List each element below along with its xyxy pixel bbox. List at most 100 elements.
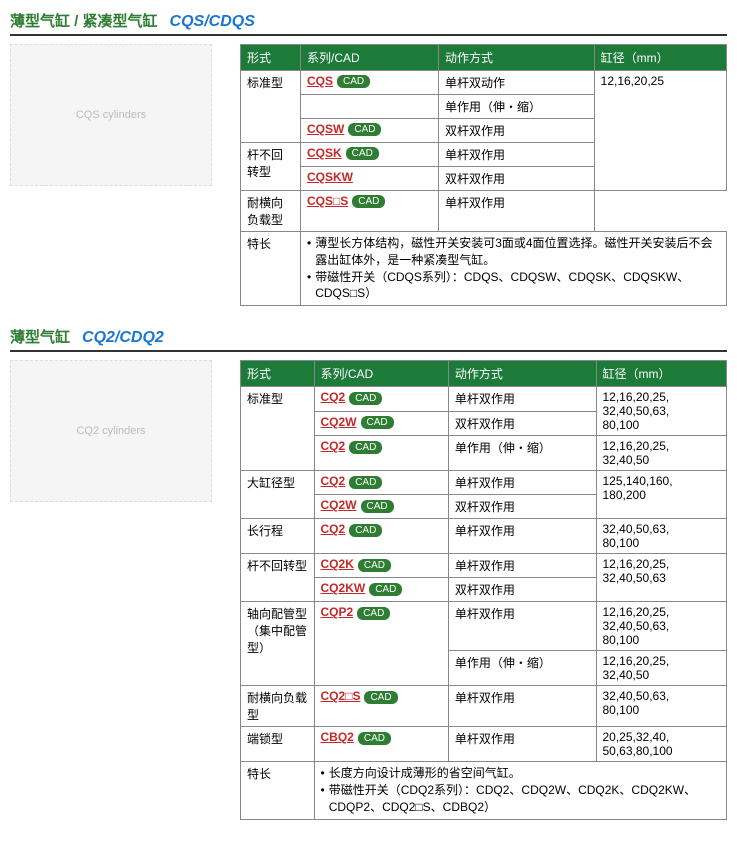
table-row: 标准型CQSCAD单杆双动作12,16,20,25 xyxy=(241,71,727,95)
cell-action: 单杆双作用 xyxy=(448,727,596,762)
feature-item: •带磁性开关（CDQS系列）：CDQS、CDQSW、CDQSK、CDQSKW、C… xyxy=(307,269,720,303)
title-chinese: 薄型气缸 xyxy=(10,329,70,346)
series-link[interactable]: CQ2KW xyxy=(321,581,366,595)
series-link[interactable]: CQ2W xyxy=(321,415,357,429)
series-link[interactable]: CQ2K xyxy=(321,557,354,571)
cell-action: 单杆双作用 xyxy=(448,602,596,651)
features-label: 特长 xyxy=(241,762,315,819)
section-body: CQ2 cylinders形式系列/CAD动作方式缸径（mm）标准型CQ2CAD… xyxy=(10,360,727,819)
features-row: 特长•薄型长方体结构，磁性开关安装可3面或4面位置选择。磁性开关安装后不会露出缸… xyxy=(241,232,727,306)
table-header-row: 形式系列/CAD动作方式缸径（mm） xyxy=(241,361,727,387)
cell-action: 双杆双作用 xyxy=(448,495,596,519)
cell-series: CQS CAD xyxy=(301,71,439,95)
series-link[interactable]: CQP2 xyxy=(321,605,354,619)
feature-item: •长度方向设计成薄形的省空间气缸。 xyxy=(321,765,720,782)
cell-series: CQS□S CAD xyxy=(301,191,439,232)
cell-series: CQSK CAD xyxy=(301,143,439,167)
cell-action: 双杆双作用 xyxy=(448,411,596,436)
bullet-icon: • xyxy=(321,782,325,799)
bullet-icon: • xyxy=(307,269,311,286)
image-column: CQS cylinders xyxy=(10,44,240,306)
th-bore: 缸径（mm） xyxy=(596,361,727,387)
cad-badge[interactable]: CAD xyxy=(357,607,390,620)
cad-badge[interactable]: CAD xyxy=(348,123,381,136)
series-link[interactable]: CBQ2 xyxy=(321,730,354,744)
feature-text: 长度方向设计成薄形的省空间气缸。 xyxy=(329,765,521,782)
cell-bore: 12,16,20,25,32,40,50 xyxy=(596,651,727,686)
cell-action: 单作用（伸・缩） xyxy=(448,651,596,686)
features-label: 特长 xyxy=(241,232,301,306)
bullet-icon: • xyxy=(321,765,325,782)
cell-bore: 12,16,20,25 xyxy=(594,71,726,191)
features-row: 特长•长度方向设计成薄形的省空间气缸。•带磁性开关（CDQ2系列）：CDQ2、C… xyxy=(241,762,727,819)
series-link[interactable]: CQ2 xyxy=(321,522,346,536)
series-link[interactable]: CQSK xyxy=(307,146,342,160)
cell-series xyxy=(301,95,439,119)
cell-type: 耐横向负载型 xyxy=(241,191,301,232)
spec-table: 形式系列/CAD动作方式缸径（mm）标准型CQSCAD单杆双动作12,16,20… xyxy=(240,44,727,306)
cad-badge[interactable]: CAD xyxy=(346,147,379,160)
cad-badge[interactable]: CAD xyxy=(361,500,394,513)
series-link[interactable]: CQ2 xyxy=(321,474,346,488)
cell-series: CQ2W CAD xyxy=(314,495,448,519)
cell-action: 单作用（伸・缩） xyxy=(448,436,596,471)
feature-text: 带磁性开关（CDQ2系列）：CDQ2、CDQ2W、CDQ2K、CDQ2KW、CD… xyxy=(329,782,720,816)
cell-type: 端锁型 xyxy=(241,727,315,762)
features-cell: •长度方向设计成薄形的省空间气缸。•带磁性开关（CDQ2系列）：CDQ2、CDQ… xyxy=(314,762,726,819)
cad-badge[interactable]: CAD xyxy=(358,559,391,572)
section-title: 薄型气缸 / 紧凑型气缸CQS/CDQS xyxy=(10,10,727,36)
th-type: 形式 xyxy=(241,361,315,387)
cad-badge[interactable]: CAD xyxy=(337,75,370,88)
cad-badge[interactable]: CAD xyxy=(349,441,382,454)
cad-badge[interactable]: CAD xyxy=(369,583,402,596)
title-code: CQ2/CDQ2 xyxy=(82,329,164,346)
cell-action: 单杆双作用 xyxy=(438,143,594,167)
series-link[interactable]: CQSKW xyxy=(307,170,353,184)
title-code: CQS/CDQS xyxy=(170,13,255,30)
product-image: CQS cylinders xyxy=(10,44,212,186)
table-row: 端锁型CBQ2CAD单杆双作用20,25,32,40,50,63,80,100 xyxy=(241,727,727,762)
cad-badge[interactable]: CAD xyxy=(349,524,382,537)
cell-series: CQ2CAD xyxy=(314,471,448,495)
cell-bore: 12,16,20,25,32,40,50,63 xyxy=(596,554,727,602)
section-title: 薄型气缸 CQ2/CDQ2 xyxy=(10,326,727,352)
cad-badge[interactable]: CAD xyxy=(358,732,391,745)
cad-badge[interactable]: CAD xyxy=(349,476,382,489)
spec-table: 形式系列/CAD动作方式缸径（mm）标准型CQ2CAD单杆双作用12,16,20… xyxy=(240,360,727,819)
section-body: CQS cylinders形式系列/CAD动作方式缸径（mm）标准型CQSCAD… xyxy=(10,44,727,306)
cell-series: CQP2CAD xyxy=(314,602,448,686)
cell-type: 长行程 xyxy=(241,519,315,554)
cad-badge[interactable]: CAD xyxy=(361,416,394,429)
series-link[interactable]: CQS xyxy=(307,74,333,88)
cell-action: 单杆双作用 xyxy=(448,387,596,412)
series-link[interactable]: CQSW xyxy=(307,122,344,136)
cell-action: 单杆双作用 xyxy=(448,686,596,727)
cell-bore: 12,16,20,25,32,40,50 xyxy=(596,436,727,471)
cell-series: CQ2KWCAD xyxy=(314,578,448,602)
cell-bore: 125,140,160,180,200 xyxy=(596,471,727,519)
table-header-row: 形式系列/CAD动作方式缸径（mm） xyxy=(241,45,727,71)
features-cell: •薄型长方体结构，磁性开关安装可3面或4面位置选择。磁性开关安装后不会露出缸体外… xyxy=(301,232,727,306)
series-link[interactable]: CQ2□S xyxy=(321,689,361,703)
cad-badge[interactable]: CAD xyxy=(349,392,382,405)
series-link[interactable]: CQ2 xyxy=(321,439,346,453)
cad-badge[interactable]: CAD xyxy=(352,195,385,208)
table-row: 杆不回转型CQ2KCAD单杆双作用12,16,20,25,32,40,50,63 xyxy=(241,554,727,578)
product-image: CQ2 cylinders xyxy=(10,360,212,502)
cad-badge[interactable]: CAD xyxy=(364,691,397,704)
cell-bore: 12,16,20,25,32,40,50,63,80,100 xyxy=(596,387,727,436)
table-column: 形式系列/CAD动作方式缸径（mm）标准型CQ2CAD单杆双作用12,16,20… xyxy=(240,360,727,819)
cell-type: 轴向配管型（集中配管型） xyxy=(241,602,315,686)
th-action: 动作方式 xyxy=(438,45,594,71)
series-link[interactable]: CQ2 xyxy=(321,390,346,404)
image-column: CQ2 cylinders xyxy=(10,360,240,819)
cell-series: CQ2□SCAD xyxy=(314,686,448,727)
cell-action: 单杆双作用 xyxy=(438,191,594,232)
table-row: CQ2CAD 单作用（伸・缩）12,16,20,25,32,40,50 xyxy=(241,436,727,471)
series-link[interactable]: CQS□S xyxy=(307,194,348,208)
series-link[interactable]: CQ2W xyxy=(321,498,357,512)
cell-series: CQ2K CAD xyxy=(314,554,448,578)
th-type: 形式 xyxy=(241,45,301,71)
cell-series: CQ2CAD xyxy=(314,387,448,412)
cell-series: CQ2W CAD xyxy=(314,411,448,436)
